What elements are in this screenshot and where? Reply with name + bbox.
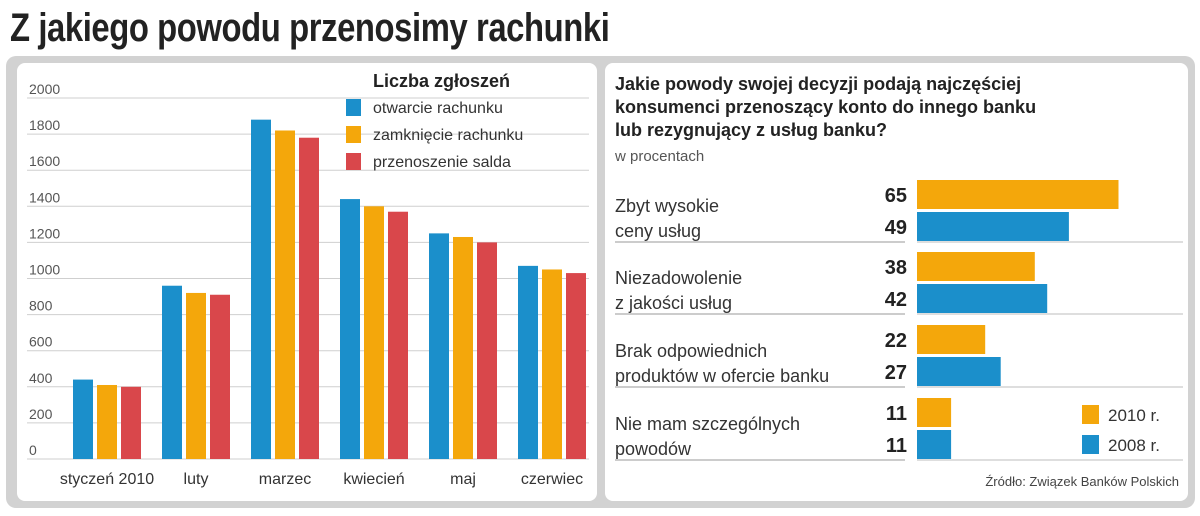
x-tick-label: marzec	[259, 471, 311, 488]
bar-saldo	[388, 211, 408, 459]
value-label: 38	[885, 257, 907, 279]
page-title: Z jakiego powodu przenosimy rachunki	[10, 6, 610, 50]
category-label: produktów w ofercie banku	[615, 366, 829, 386]
bar-saldo	[477, 242, 497, 459]
bar-2010	[917, 252, 1035, 281]
legend-swatch	[346, 126, 361, 143]
bar-2010	[917, 398, 952, 427]
value-label: 49	[885, 217, 907, 239]
category-label: Brak odpowiednich	[615, 341, 767, 361]
y-tick-label: 400	[29, 370, 53, 386]
value-label: 11	[886, 403, 907, 425]
bar-2008	[917, 357, 1001, 386]
x-tick-label: luty	[184, 471, 209, 488]
chart-panel: 0 200 400 600 800 1000 1200 1400 1600 1800 2000 sty…	[6, 56, 1195, 508]
bar-zamkniecie	[186, 292, 206, 459]
bar-saldo	[299, 137, 319, 459]
bar-otwarcie	[518, 265, 538, 459]
bar-otwarcie	[340, 199, 360, 459]
bar-saldo	[566, 273, 586, 459]
category-label: Niezadowolenie	[615, 268, 742, 288]
bar-saldo	[210, 294, 230, 459]
legend-label: 2008 r.	[1108, 436, 1160, 455]
bar-2010	[917, 325, 986, 354]
legend-swatch	[346, 99, 361, 116]
bar-zamkniecie	[542, 269, 562, 459]
bar-zamkniecie	[453, 236, 473, 459]
chart-title-line: konsumenci przenoszący konto do innego b…	[615, 97, 1036, 117]
x-tick-label: kwiecień	[343, 471, 404, 488]
legend-label: otwarcie rachunku	[373, 100, 503, 117]
bar-saldo	[121, 386, 141, 459]
x-tick-label: maj	[450, 471, 476, 488]
value-label: 65	[885, 185, 907, 207]
chart-title-line: Jakie powody swojej decyzji podają najcz…	[615, 74, 1021, 94]
value-label: 42	[885, 289, 907, 311]
category-label: Nie mam szczególnych	[615, 414, 800, 434]
y-tick-label: 2000	[29, 81, 60, 97]
source-note: Źródło: Związek Banków Polskich	[985, 474, 1179, 489]
value-label: 11	[886, 435, 907, 457]
y-tick-label: 0	[29, 442, 37, 458]
legend-swatch	[346, 153, 361, 170]
category-label: ceny usług	[615, 221, 701, 241]
legend-label: przenoszenie salda	[373, 154, 511, 171]
bar-otwarcie	[429, 233, 449, 459]
bar-zamkniecie	[97, 384, 117, 459]
value-label: 22	[885, 330, 907, 352]
y-tick-label: 1200	[29, 225, 60, 241]
bar-2008	[917, 430, 952, 459]
category-label: powodów	[615, 439, 692, 459]
y-tick-label: 200	[29, 406, 53, 422]
legend-title: Liczba zgłoszeń	[373, 71, 510, 91]
legend-swatch	[1082, 435, 1099, 454]
chart-subtitle: w procentach	[614, 148, 704, 165]
monthly-bar-chart: 0 200 400 600 800 1000 1200 1400 1600 1800 2000 sty…	[27, 71, 589, 488]
y-tick-label: 800	[29, 298, 53, 314]
category-label: Zbyt wysokie	[615, 196, 719, 216]
category-label: z jakości usług	[615, 293, 732, 313]
bar-2008	[917, 284, 1048, 313]
legend-swatch	[1082, 405, 1099, 424]
y-tick-label: 1400	[29, 189, 60, 205]
x-tick-label: styczeń 2010	[60, 471, 154, 488]
legend-label: 2010 r.	[1108, 406, 1160, 425]
y-tick-label: 600	[29, 334, 53, 350]
monthly-chart-card: 0 200 400 600 800 1000 1200 1400 1600 1800 2000 sty…	[17, 63, 597, 501]
y-tick-label: 1800	[29, 117, 60, 133]
y-tick-label: 1600	[29, 153, 60, 169]
y-tick-label: 1000	[29, 262, 60, 278]
bar-otwarcie	[251, 119, 271, 459]
bar-zamkniecie	[364, 206, 384, 459]
legend-label: zamknięcie rachunku	[373, 127, 523, 144]
reasons-bar-chart: Jakie powody swojej decyzji podają najcz…	[614, 74, 1183, 489]
chart-title-line: lub rezygnujący z usług banku?	[615, 120, 887, 140]
bar-2010	[917, 180, 1119, 209]
x-tick-label: czerwiec	[521, 471, 583, 488]
reasons-chart-card: Jakie powody swojej decyzji podają najcz…	[605, 63, 1188, 501]
bar-otwarcie	[162, 285, 182, 459]
bar-otwarcie	[73, 379, 93, 459]
bar-2008	[917, 212, 1069, 241]
value-label: 27	[885, 362, 907, 384]
bar-zamkniecie	[275, 130, 295, 459]
